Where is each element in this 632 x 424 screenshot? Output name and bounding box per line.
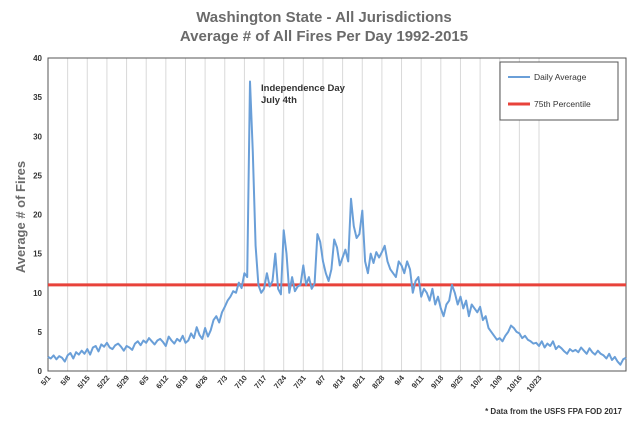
x-tick-label: 8/21 bbox=[350, 374, 366, 391]
x-tick-label: 9/18 bbox=[429, 374, 445, 391]
plot-area bbox=[47, 57, 627, 372]
y-tick-label: 40 bbox=[33, 54, 42, 63]
footnote: * Data from the USFS FPA FOD 2017 bbox=[485, 407, 622, 416]
x-axis-ticks: 5/1 5/8 5/15 5/22 5/29 6/5 6/12 6/19 6/26 7/3 7/10… bbox=[39, 373, 544, 394]
x-tick-label: 9/25 bbox=[449, 374, 465, 391]
x-tick-label: 10/2 bbox=[468, 374, 484, 391]
x-tick-label: 10/16 bbox=[505, 374, 524, 394]
y-tick-label: 0 bbox=[38, 367, 43, 376]
x-tick-label: 6/19 bbox=[174, 374, 190, 391]
x-tick-label: 7/31 bbox=[292, 374, 308, 391]
x-tick-label: 5/15 bbox=[76, 374, 92, 391]
legend-daily-label: Daily Average bbox=[534, 72, 587, 82]
vertical-gridlines bbox=[47, 58, 540, 371]
x-tick-label: 8/28 bbox=[370, 374, 386, 391]
x-tick-label: 6/12 bbox=[154, 374, 170, 391]
y-tick-label: 25 bbox=[33, 171, 42, 180]
y-axis-label: Average # of Fires bbox=[13, 161, 28, 273]
x-tick-label: 6/26 bbox=[193, 374, 209, 391]
x-tick-label: 5/22 bbox=[95, 374, 111, 391]
x-tick-label: 7/17 bbox=[252, 374, 268, 391]
y-tick-label: 10 bbox=[33, 289, 42, 298]
x-tick-label: 10/23 bbox=[525, 374, 544, 394]
y-tick-label: 35 bbox=[33, 93, 42, 102]
y-tick-label: 30 bbox=[33, 132, 42, 141]
x-tick-label: 10/9 bbox=[488, 374, 504, 391]
daily-average-line bbox=[47, 80, 627, 366]
x-tick-label: 7/3 bbox=[216, 374, 230, 388]
y-axis-ticks: 0 5 10 15 20 25 30 35 40 bbox=[33, 54, 42, 376]
legend-box bbox=[499, 61, 619, 121]
y-tick-label: 15 bbox=[33, 250, 42, 259]
legend-percentile-label: 75th Percentile bbox=[534, 99, 591, 109]
annotation-line-2: July 4th bbox=[261, 95, 297, 106]
x-tick-label: 7/24 bbox=[272, 373, 289, 391]
x-tick-label: 5/29 bbox=[115, 374, 131, 391]
chart-subtitle: Average # of All Fires Per Day 1992-2015 bbox=[180, 28, 468, 45]
x-tick-label: 6/5 bbox=[137, 374, 151, 388]
x-tick-label: 8/7 bbox=[314, 374, 328, 388]
y-tick-label: 20 bbox=[33, 211, 42, 220]
x-tick-label: 8/14 bbox=[331, 373, 348, 391]
annotation-line-1: Independence Day bbox=[261, 83, 346, 94]
x-tick-label: 9/11 bbox=[410, 374, 426, 391]
chart-title: Washington State - All Jurisdictions bbox=[196, 9, 452, 26]
y-tick-label: 5 bbox=[38, 328, 43, 337]
x-tick-label: 7/10 bbox=[233, 374, 249, 391]
legend: Daily Average 75th Percentile bbox=[499, 61, 619, 121]
x-tick-label: 5/8 bbox=[59, 374, 73, 388]
x-tick-label: 9/4 bbox=[392, 373, 406, 387]
